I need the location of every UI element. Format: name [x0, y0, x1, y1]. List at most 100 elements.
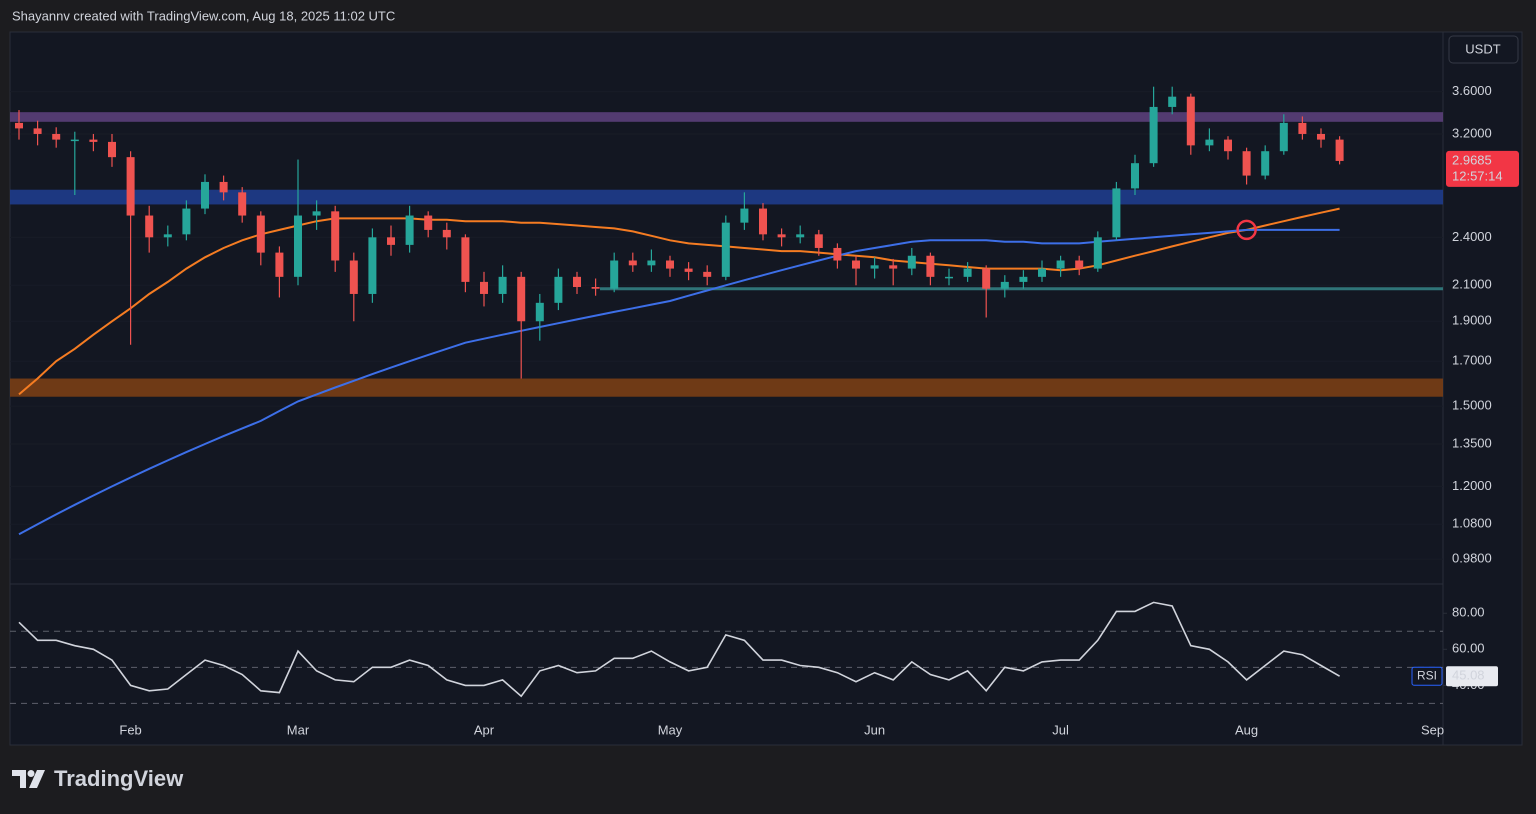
currency-box[interactable] — [1448, 35, 1519, 64]
candle-body — [554, 276, 563, 303]
candle-body — [182, 208, 191, 235]
y-tick-label: 2.4000 — [1452, 229, 1492, 244]
candle-body — [666, 260, 674, 269]
candle-body — [945, 276, 953, 279]
last-price-box — [1446, 150, 1519, 187]
rsi-name: RSI — [1417, 668, 1437, 682]
x-tick-label: May — [658, 722, 683, 737]
candle-body — [1019, 276, 1028, 282]
candle-body — [610, 260, 619, 289]
candle-body — [312, 211, 321, 216]
zone — [10, 112, 1443, 122]
candle-body — [982, 268, 991, 289]
candle-body — [889, 265, 898, 269]
candle-body — [498, 276, 507, 294]
candle-body — [1279, 122, 1288, 152]
candle-body — [907, 255, 916, 269]
candle-body — [1038, 268, 1046, 277]
moving-average — [18, 228, 1340, 536]
candle-body — [424, 215, 433, 230]
candle-body — [52, 133, 61, 140]
candle-body — [145, 215, 154, 238]
candle-body — [814, 234, 823, 248]
rsi-value-box — [1446, 666, 1498, 687]
candle-body — [1112, 188, 1121, 238]
candle-body — [1298, 122, 1307, 134]
y-tick-label: 1.9000 — [1452, 313, 1492, 328]
x-tick-label: Mar — [287, 722, 310, 737]
candle-body — [108, 141, 116, 158]
x-tick-label: Aug — [1235, 722, 1258, 737]
candle-body — [628, 260, 637, 266]
candle-body — [1075, 260, 1084, 269]
candle-body — [573, 276, 581, 288]
zone — [10, 378, 1443, 397]
candle-body — [1335, 139, 1344, 161]
y-tick-label: 60.00 — [1452, 641, 1485, 656]
candle-body — [219, 181, 228, 193]
candle-body — [480, 281, 488, 294]
candle-body — [126, 157, 135, 216]
candle-body — [1149, 106, 1158, 164]
brand: TradingView — [54, 766, 184, 791]
last-price: 2.9685 — [1452, 152, 1492, 167]
candle-body — [368, 237, 377, 294]
candle-body — [163, 234, 172, 238]
candle-body — [405, 215, 414, 245]
y-tick-label: 0.9800 — [1452, 551, 1492, 566]
candle-body — [1056, 260, 1065, 269]
candle-body — [1242, 151, 1251, 176]
moving-average — [18, 207, 1340, 396]
candle-body — [796, 234, 805, 238]
candle-body — [461, 237, 470, 282]
candle-body — [238, 192, 247, 216]
candle-body — [294, 215, 302, 277]
x-tick-label: Jul — [1052, 722, 1069, 737]
y-tick-label: 1.2000 — [1452, 478, 1492, 493]
candle-body — [535, 302, 544, 322]
candle-body — [201, 181, 209, 209]
y-tick-label: 80.00 — [1452, 605, 1485, 620]
candle-body — [33, 128, 42, 134]
candle-body — [870, 265, 879, 269]
brand-logo — [12, 770, 45, 788]
countdown: 12:57:14 — [1452, 168, 1503, 183]
candle-body — [256, 215, 265, 253]
cross-marker — [1236, 219, 1257, 241]
candle-body — [1261, 151, 1270, 176]
y-tick-label: 3.6000 — [1452, 83, 1492, 98]
currency: USDT — [1465, 41, 1500, 56]
candle-body — [703, 271, 712, 277]
candle-body — [1317, 133, 1325, 140]
rsi-name-box — [1411, 666, 1443, 686]
candle-body — [442, 229, 451, 238]
candle-body — [1093, 237, 1102, 269]
candle-body — [89, 139, 98, 142]
candle-body — [349, 260, 358, 294]
candle-body — [331, 211, 340, 261]
candle-body — [15, 122, 23, 129]
candle-body — [70, 139, 79, 142]
rsi-value: 45.08 — [1452, 668, 1485, 683]
y-tick-label: 1.7000 — [1452, 353, 1492, 368]
candle-body — [684, 268, 693, 272]
x-tick-label: Apr — [474, 722, 495, 737]
candle-body — [759, 208, 767, 235]
candle-body — [387, 237, 395, 245]
y-tick-label: 3.2000 — [1452, 125, 1492, 140]
candle-body — [926, 255, 935, 277]
y-tick-label: 2.1000 — [1452, 277, 1492, 292]
candle-body — [1205, 139, 1214, 146]
candle-body — [852, 260, 860, 269]
x-tick-label: Jun — [864, 722, 885, 737]
y-tick-label: 1.0800 — [1452, 516, 1492, 531]
candle-body — [833, 247, 842, 261]
candle-body — [517, 276, 526, 322]
candle-body — [1224, 139, 1232, 152]
candle-body — [647, 260, 656, 266]
zone — [10, 189, 1443, 205]
credit: Shayannv created with TradingView.com, A… — [12, 8, 395, 23]
rsi-line — [18, 601, 1340, 698]
y-tick-label: 1.5000 — [1452, 398, 1492, 413]
